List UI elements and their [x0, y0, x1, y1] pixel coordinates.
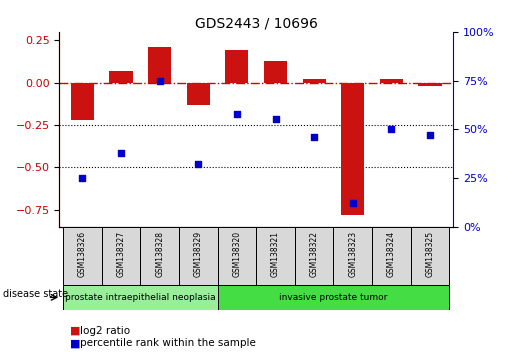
Text: ■: ■	[70, 326, 80, 336]
Bar	[179, 227, 217, 285]
Text: disease state: disease state	[3, 289, 67, 298]
Point	[387, 126, 396, 132]
Point	[78, 175, 87, 181]
Point	[426, 132, 434, 138]
Title: GDS2443 / 10696: GDS2443 / 10696	[195, 17, 318, 31]
Text: GSM138321: GSM138321	[271, 231, 280, 277]
Text: GSM138320: GSM138320	[232, 231, 242, 277]
Point	[233, 111, 241, 116]
Text: GSM138327: GSM138327	[116, 231, 126, 277]
Bar	[264, 61, 287, 82]
Bar	[302, 79, 325, 82]
Text: percentile rank within the sample: percentile rank within the sample	[80, 338, 256, 348]
Text: GSM138326: GSM138326	[78, 231, 87, 277]
Text: GSM138328: GSM138328	[155, 231, 164, 277]
Bar	[109, 71, 132, 82]
Point	[349, 200, 357, 206]
Text: GSM138323: GSM138323	[348, 231, 357, 277]
Bar	[102, 227, 140, 285]
Bar	[63, 285, 217, 310]
Bar	[148, 47, 171, 82]
Bar	[372, 227, 410, 285]
Bar	[63, 227, 102, 285]
Bar	[418, 82, 441, 86]
Bar	[217, 227, 256, 285]
Bar	[341, 82, 364, 215]
Point	[156, 78, 164, 84]
Bar	[71, 82, 94, 120]
Text: log2 ratio: log2 ratio	[80, 326, 130, 336]
Text: invasive prostate tumor: invasive prostate tumor	[279, 293, 388, 302]
Text: GSM138329: GSM138329	[194, 231, 203, 277]
Point	[194, 161, 202, 167]
Text: GSM138325: GSM138325	[425, 231, 435, 277]
Text: GSM138322: GSM138322	[310, 231, 319, 277]
Bar	[140, 227, 179, 285]
Bar	[410, 227, 449, 285]
Point	[271, 117, 280, 122]
Point	[117, 150, 125, 155]
Bar	[217, 285, 449, 310]
Text: GSM138324: GSM138324	[387, 231, 396, 277]
Bar	[295, 227, 334, 285]
Point	[310, 134, 318, 140]
Text: ■: ■	[70, 338, 80, 348]
Bar	[380, 79, 403, 82]
Text: prostate intraepithelial neoplasia: prostate intraepithelial neoplasia	[65, 293, 216, 302]
Bar	[186, 82, 210, 105]
Bar	[334, 227, 372, 285]
Bar	[256, 227, 295, 285]
Bar	[226, 51, 248, 82]
